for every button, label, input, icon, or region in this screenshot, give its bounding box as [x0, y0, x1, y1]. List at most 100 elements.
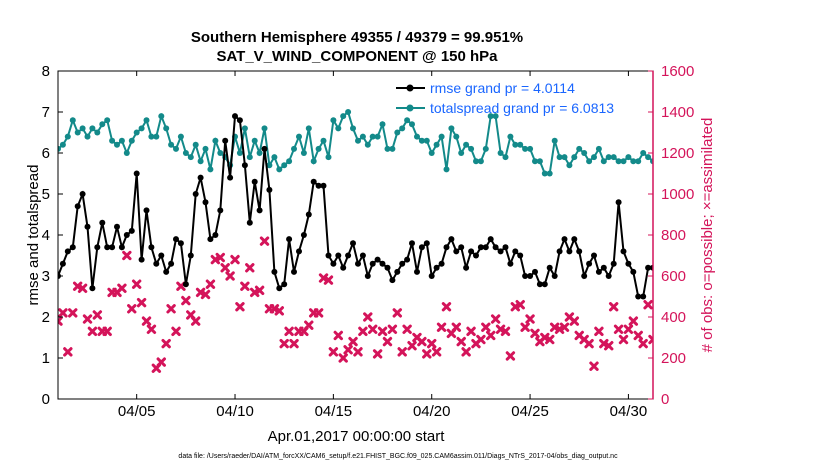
obs-marker [486, 330, 496, 341]
data-point [532, 158, 538, 165]
obs-marker [171, 326, 181, 337]
data-point [128, 137, 135, 144]
obs-marker [758, 312, 764, 318]
obs-marker [92, 310, 103, 320]
data-point [104, 117, 111, 124]
data-point [487, 113, 494, 120]
data-point [109, 244, 116, 251]
obs-marker [200, 289, 211, 300]
obs-marker [807, 283, 813, 289]
data-point [620, 248, 627, 255]
x-tick-label: 04/05 [118, 403, 156, 420]
data-point [541, 281, 548, 288]
data-point [296, 133, 302, 140]
legend-spread-marker [406, 104, 414, 112]
obs-marker [397, 347, 407, 357]
data-point [635, 293, 642, 300]
data-point [482, 244, 489, 251]
data-point [261, 145, 268, 152]
legend-spread-label: totalspread grand pr = 6.0813 [430, 100, 614, 116]
obs-marker [719, 299, 725, 305]
data-point [763, 158, 769, 164]
obs-marker [689, 318, 695, 324]
data-point [798, 248, 804, 254]
data-point [148, 133, 155, 140]
data-point [394, 268, 401, 275]
y-axis-left: 0 1 2 3 4 5 6 7 8 [42, 63, 63, 408]
obs-marker [431, 347, 442, 357]
data-point [59, 260, 66, 267]
data-point [497, 150, 504, 156]
data-point [753, 162, 759, 168]
obs-marker [279, 338, 289, 349]
data-point [532, 268, 538, 275]
data-point [286, 158, 293, 165]
data-point [315, 182, 322, 189]
obs-marker [456, 336, 466, 347]
data-point [173, 145, 179, 152]
obs-marker [787, 328, 793, 334]
data-point [512, 141, 519, 148]
chart-title: Southern Hemisphere 49355 / 49379 = 99.9… [191, 29, 523, 46]
obs-marker [738, 295, 744, 301]
y-axis-label-right: # of obs: o=possible; ×=assimilated [699, 118, 716, 353]
data-point [300, 150, 307, 156]
data-point [404, 117, 411, 124]
data-point [414, 268, 420, 275]
data-point [315, 145, 322, 152]
data-point [482, 145, 489, 152]
data-point [192, 191, 199, 197]
x-tick-label: 04/30 [610, 403, 648, 420]
data-point [463, 141, 470, 148]
obs-marker [131, 279, 142, 289]
obs-marker [559, 322, 570, 332]
data-point [379, 260, 386, 267]
y-tick-label-left: 2 [42, 309, 50, 326]
data-point [409, 121, 415, 128]
data-point [94, 129, 101, 136]
data-point [276, 285, 283, 292]
obs-marker [679, 330, 685, 336]
obs-marker [753, 295, 759, 301]
data-point [409, 240, 415, 247]
data-point [286, 236, 293, 243]
data-point [428, 273, 435, 279]
data-point [256, 150, 263, 156]
data-point [763, 253, 769, 259]
data-point [118, 244, 125, 251]
obs-marker [289, 338, 299, 349]
data-point [773, 265, 779, 271]
data-point [212, 137, 219, 144]
obs-marker [436, 322, 447, 332]
data-point [177, 240, 184, 247]
data-point [665, 253, 671, 259]
obs-marker [343, 345, 353, 355]
data-point [522, 273, 529, 279]
data-point [566, 248, 573, 255]
obs-marker [481, 322, 491, 332]
obs-marker [638, 338, 648, 349]
data-point [364, 141, 371, 148]
data-point [374, 133, 381, 140]
data-point [734, 236, 740, 242]
data-point [369, 260, 376, 267]
plot-area [58, 109, 813, 373]
data-point [655, 273, 661, 279]
obs-marker [773, 275, 779, 281]
data-point [99, 121, 106, 128]
data-point [379, 121, 386, 128]
x-tick-label: 04/20 [413, 403, 451, 420]
data-point [74, 203, 81, 210]
data-point [788, 154, 794, 160]
data-point [320, 182, 327, 189]
obs-marker [181, 295, 191, 306]
data-point [271, 154, 278, 161]
y-tick-label-left: 5 [42, 186, 50, 203]
y-tick-label-left: 0 [42, 391, 50, 408]
obs-marker [146, 324, 157, 334]
data-point [89, 125, 96, 132]
data-point [123, 150, 130, 156]
data-point [227, 174, 234, 181]
obs-marker [77, 283, 88, 293]
data-point [507, 260, 514, 267]
